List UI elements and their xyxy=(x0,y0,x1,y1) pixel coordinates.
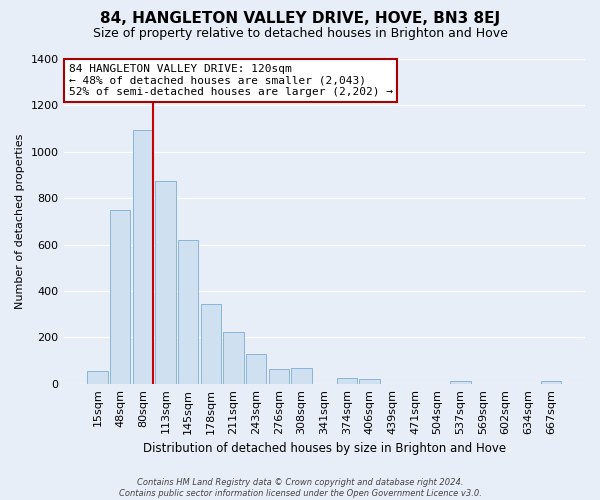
Bar xyxy=(133,130,153,384)
Text: Size of property relative to detached houses in Brighton and Hove: Size of property relative to detached ho… xyxy=(92,28,508,40)
Bar xyxy=(541,382,561,384)
Bar xyxy=(246,354,266,384)
Bar xyxy=(450,382,470,384)
Bar xyxy=(292,368,312,384)
Bar xyxy=(110,210,130,384)
Text: 84, HANGLETON VALLEY DRIVE, HOVE, BN3 8EJ: 84, HANGLETON VALLEY DRIVE, HOVE, BN3 8E… xyxy=(100,12,500,26)
Bar xyxy=(359,379,380,384)
X-axis label: Distribution of detached houses by size in Brighton and Hove: Distribution of detached houses by size … xyxy=(143,442,506,455)
Bar xyxy=(337,378,357,384)
Bar xyxy=(269,368,289,384)
Bar xyxy=(178,240,199,384)
Bar xyxy=(155,181,176,384)
Bar xyxy=(200,304,221,384)
Text: 84 HANGLETON VALLEY DRIVE: 120sqm
← 48% of detached houses are smaller (2,043)
5: 84 HANGLETON VALLEY DRIVE: 120sqm ← 48% … xyxy=(69,64,393,97)
Text: Contains HM Land Registry data © Crown copyright and database right 2024.
Contai: Contains HM Land Registry data © Crown c… xyxy=(119,478,481,498)
Y-axis label: Number of detached properties: Number of detached properties xyxy=(15,134,25,309)
Bar xyxy=(87,371,107,384)
Bar xyxy=(223,332,244,384)
